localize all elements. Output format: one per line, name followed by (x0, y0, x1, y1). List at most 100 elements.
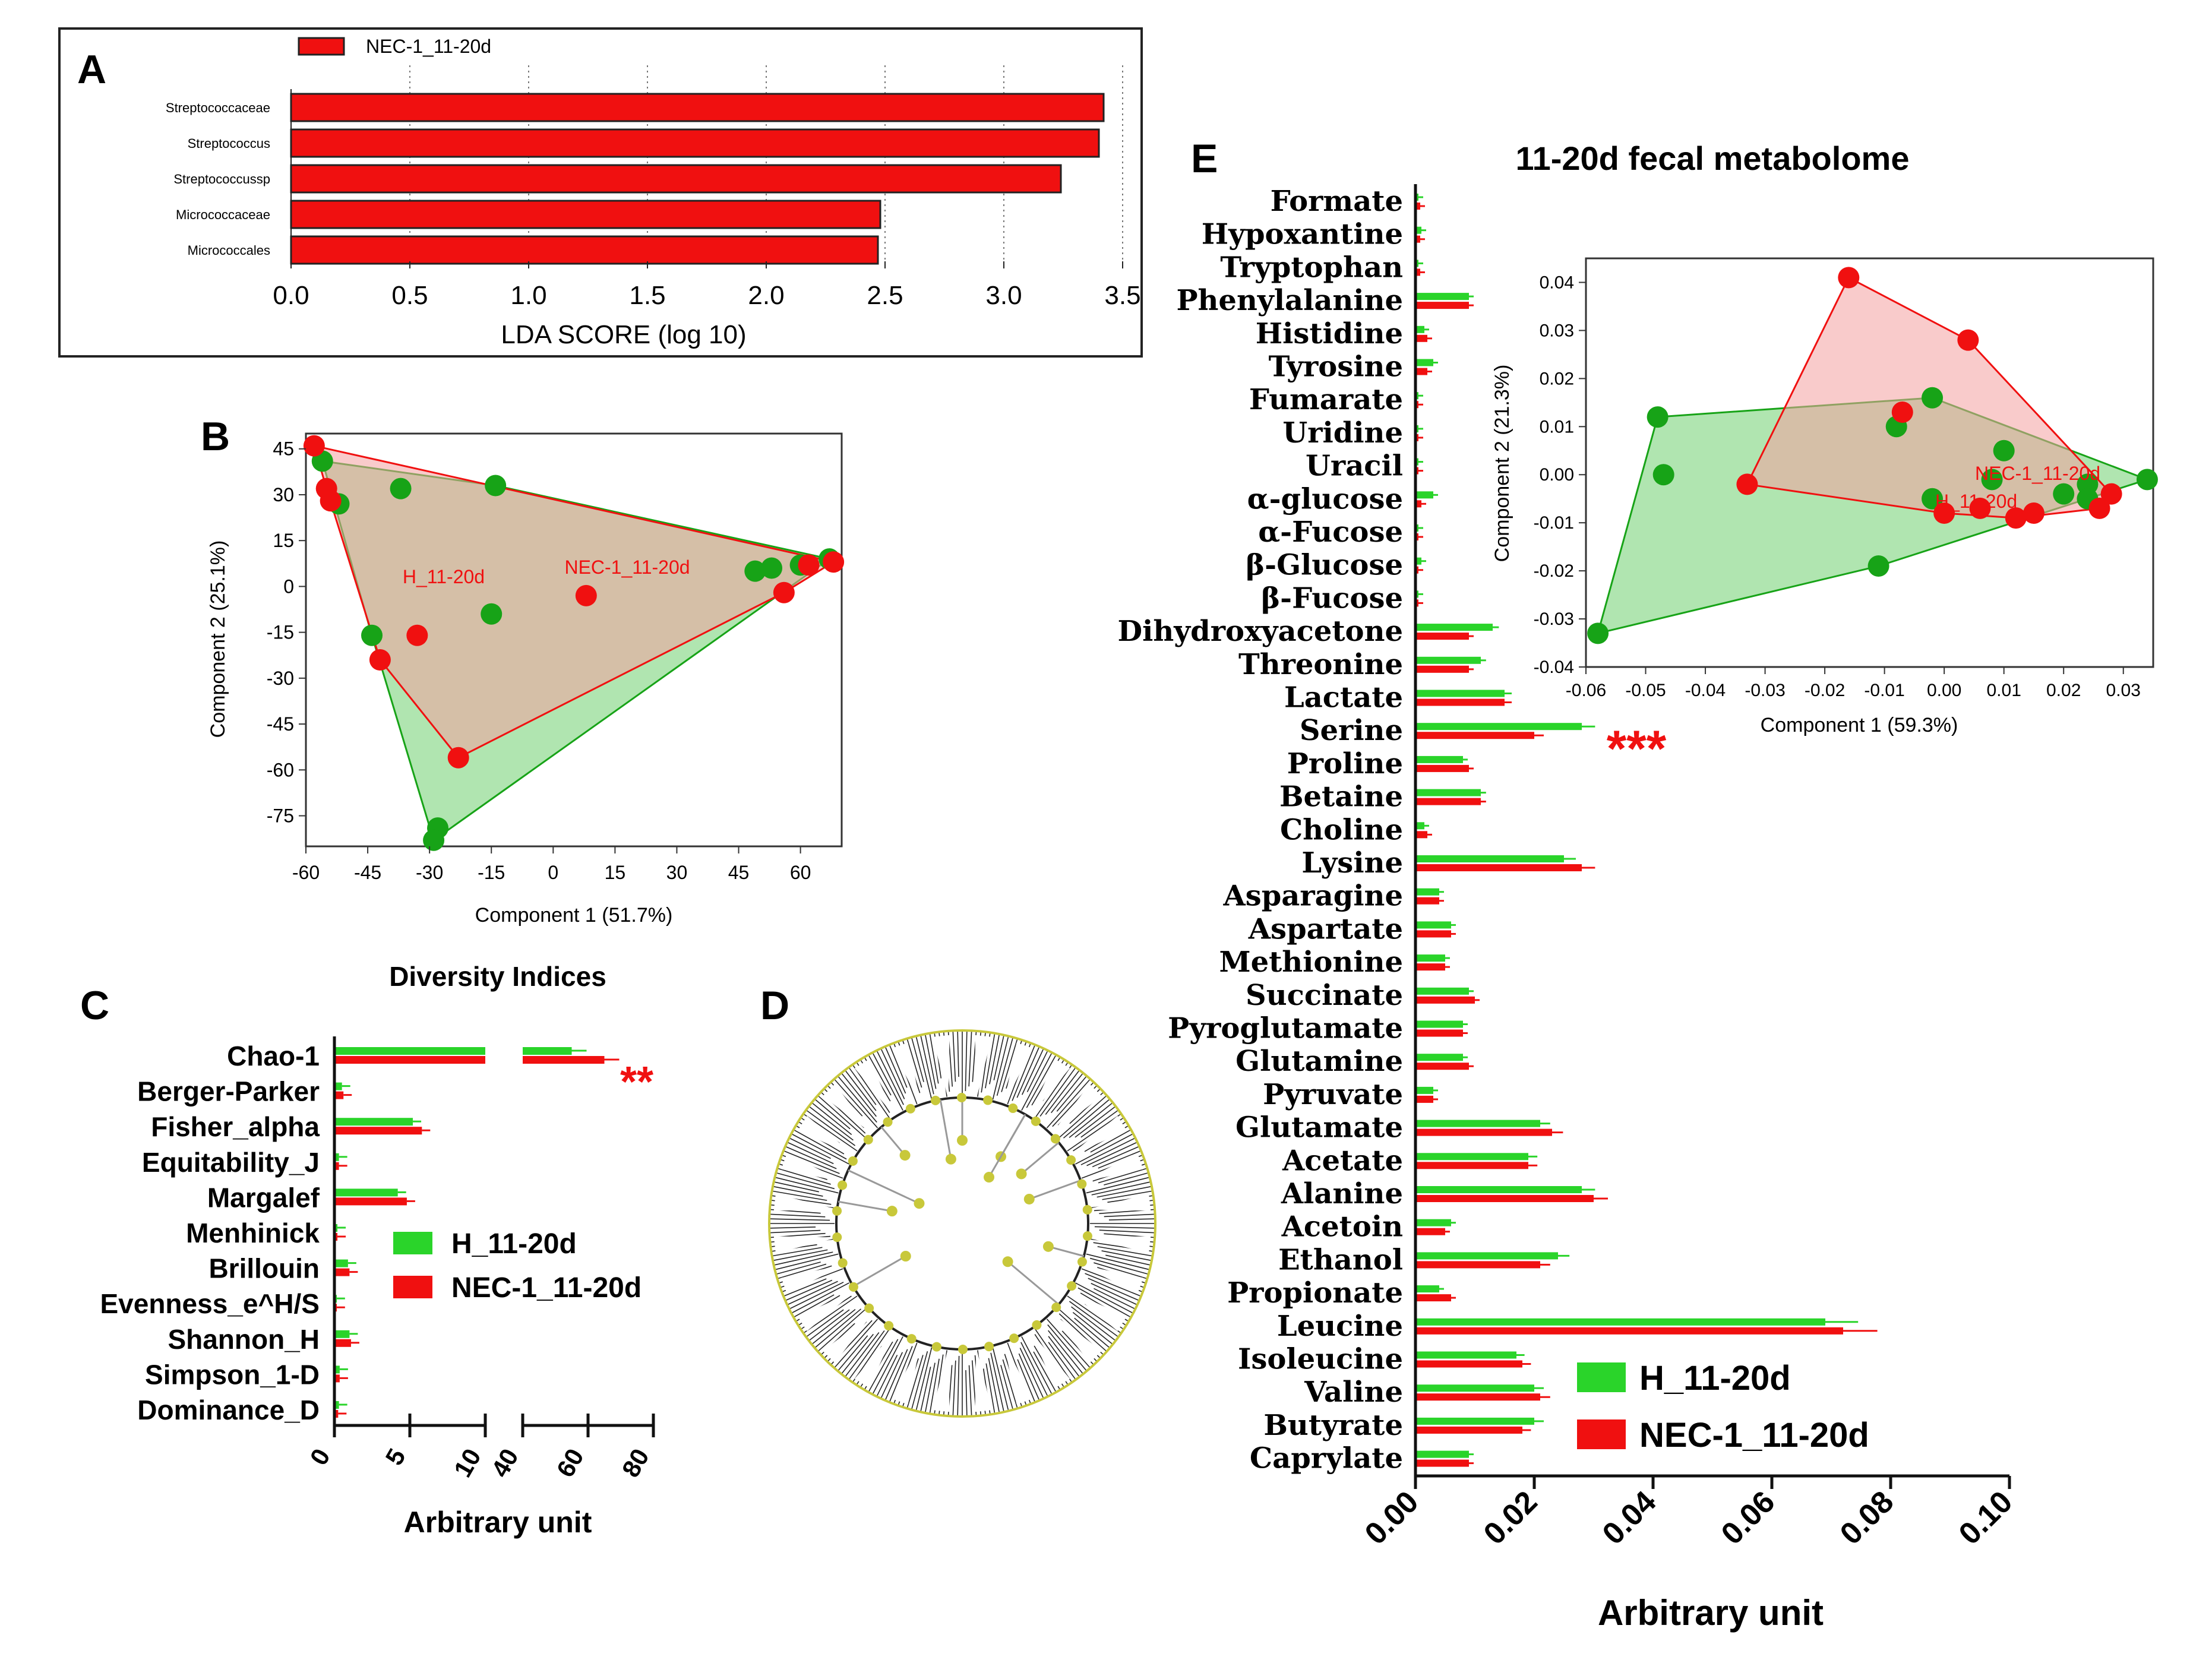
panel-c-category-label: Equitability_J (142, 1147, 320, 1178)
panel-e-bar (1415, 1063, 1469, 1070)
panel-d-branch (815, 1099, 851, 1130)
panel-e-category-label: Alanine (1281, 1177, 1403, 1210)
panel-d-node (899, 1150, 911, 1161)
panel-a-bar (290, 235, 879, 265)
panel-e-inset-x-tick-label: 0.01 (1986, 681, 2021, 700)
panel-d-branch (885, 1349, 908, 1400)
panel-a-tick-label: 0.0 (273, 281, 309, 310)
panel-a-tick-label: 3.0 (985, 281, 1022, 310)
panel-c-category-label: Chao-1 (227, 1041, 320, 1071)
panel-d-branch (1045, 1070, 1079, 1115)
panel-d-node (1031, 1116, 1041, 1126)
panel-e-bar (1415, 1360, 1522, 1368)
panel-e-category-label: Isoleucine (1238, 1343, 1403, 1376)
panel-b-y-tick-label: 30 (273, 484, 294, 505)
panel-e-inset-point (1736, 473, 1758, 495)
panel-e-bar (1415, 1086, 1433, 1094)
panel-e-bar (1415, 1186, 1582, 1193)
panel-d-branch (792, 1134, 849, 1165)
panel-d-clade-wedge (892, 1341, 921, 1405)
panel-d-branch (773, 1247, 823, 1257)
panel-d-node (1077, 1179, 1087, 1189)
panel-d-clade-wedge (1050, 1084, 1102, 1136)
panel-d-branch (1069, 1301, 1118, 1337)
panel-d-node (1066, 1155, 1076, 1165)
panel-d-clade-wedge (975, 1035, 992, 1100)
panel-d-branch (786, 1279, 833, 1301)
panel-c-tick-label: 10 (448, 1444, 486, 1482)
panel-d-branch (925, 1362, 936, 1412)
panel-e-category-label: Caprylate (1250, 1442, 1403, 1475)
panel-e-bar (1415, 888, 1439, 896)
panel-d-branch (906, 1355, 924, 1408)
panel-e-inset-point (1891, 401, 1913, 423)
panel-e-inset-x-tick-label: -0.01 (1864, 681, 1904, 700)
panel-d-branch (1001, 1039, 1018, 1092)
panel-d-branch (815, 1308, 862, 1348)
panel-d-branch (915, 1037, 933, 1100)
panel-c-bar (334, 1330, 350, 1338)
panel-e-category-label: α-Fucose (1258, 516, 1403, 549)
panel-e-category-label: Glutamate (1235, 1111, 1403, 1145)
panel-e-bar (1415, 1020, 1463, 1028)
panel-d-node (930, 1095, 940, 1105)
panel-c-tick-label: 80 (617, 1444, 655, 1482)
panel-e-inset-x-tick-label: -0.03 (1745, 681, 1785, 700)
panel-c-bar (334, 1401, 339, 1409)
panel-e-inset-point (2136, 469, 2158, 491)
panel-d-node (914, 1198, 925, 1209)
panel-d-label: D (760, 983, 789, 1028)
panel-e-category-label: Dihydroxyacetone (1117, 615, 1403, 648)
panel-c-bar (523, 1047, 572, 1055)
panel-e-category-label: Pyruvate (1263, 1078, 1403, 1111)
panel-d-branch (838, 1335, 868, 1371)
panel-e: E 11-20d fecal metabolome FormateHypoxan… (1117, 136, 2019, 1633)
panel-d-branch (776, 1253, 839, 1270)
panel-d-clade-wedge (1003, 1341, 1033, 1405)
panel-d-spoke (1007, 1261, 1060, 1305)
panel-d-branch (920, 1367, 931, 1411)
panel-d-spoke (1020, 1142, 1060, 1175)
panel-c-bar (334, 1056, 485, 1064)
panel-e-category-label: Formate (1271, 185, 1403, 218)
panel-d-branch (809, 1309, 850, 1340)
panel-b-point (423, 829, 445, 851)
panel-d-branch (1086, 1253, 1149, 1270)
panel-d-branch (1019, 1348, 1044, 1398)
panel-d-branch (1067, 1114, 1121, 1152)
panel-d-node (906, 1334, 917, 1344)
panel-c-bar (334, 1233, 338, 1241)
panel-e-bar (1415, 325, 1424, 333)
panel-e-inset-point (1652, 464, 1674, 486)
panel-e-category-label: Ethanol (1278, 1243, 1403, 1276)
panel-e-tick-label: 0.06 (1715, 1484, 1782, 1551)
panel-d-branch (1048, 1342, 1076, 1379)
panel-e-category-label: Butyrate (1263, 1409, 1403, 1442)
panel-e-bar (1415, 921, 1451, 929)
panel-e-inset-y-tick-label: 0.00 (1540, 465, 1574, 485)
panel-e-bar (1415, 1054, 1463, 1061)
panel-c-tick-label: 5 (380, 1444, 410, 1470)
panel-d-branch (1012, 1045, 1035, 1101)
panel-e-inset-point (1647, 406, 1669, 428)
panel-d-node (905, 1104, 915, 1114)
panel-d-clade-wedge (975, 1347, 992, 1412)
panel-e-legend-swatch-h (1577, 1362, 1626, 1392)
panel-e-inset-point (2100, 483, 2122, 505)
panel-d-branch (1090, 1130, 1130, 1153)
panel-e-bar (1415, 368, 1427, 375)
panel-d-node (957, 1135, 968, 1146)
panel-e-bar (1415, 1153, 1528, 1161)
panel-d-spoke (1048, 1245, 1085, 1257)
panel-e-category-label: α-glucose (1247, 482, 1403, 516)
panel-b-x-tick-label: -15 (478, 862, 505, 883)
panel-b-y-tick-label: -45 (267, 713, 294, 735)
panel-e-inset-y-tick-label: 0.04 (1540, 273, 1574, 292)
panel-d-branch (1021, 1049, 1044, 1095)
panel-d-branch (1056, 1076, 1086, 1112)
panel-d-branch (965, 1032, 968, 1092)
panel-e-bar (1415, 359, 1433, 366)
panel-a-tick-label: 2.0 (748, 281, 784, 310)
panel-e-bar (1415, 1327, 1843, 1335)
panel-d-branch (1026, 1051, 1048, 1092)
